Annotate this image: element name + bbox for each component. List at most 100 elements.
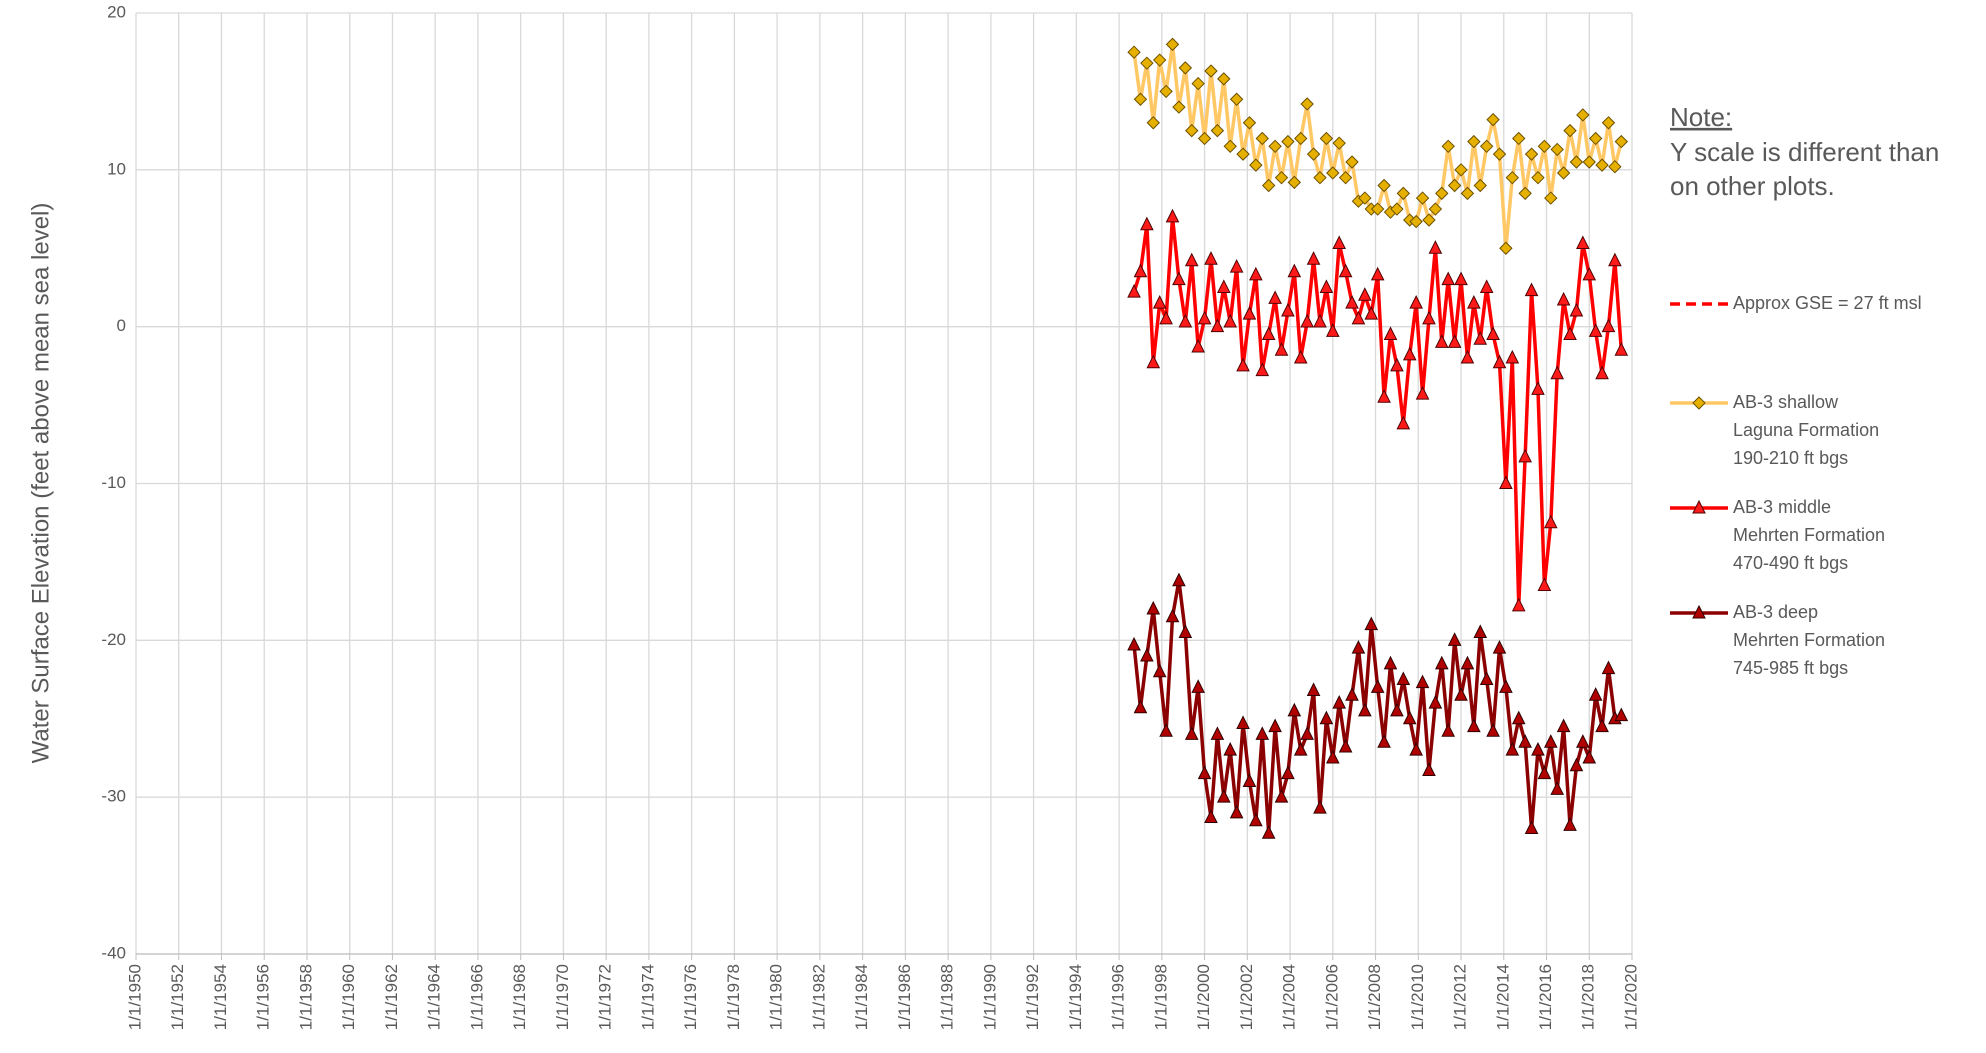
marker <box>1370 679 1385 693</box>
marker <box>1306 682 1321 697</box>
x-tick-label: 1/1/1988 <box>938 964 957 1030</box>
legend-label: AB-3 middle <box>1733 497 1831 517</box>
x-tick-label: 1/1/1974 <box>638 964 657 1030</box>
marker <box>1294 131 1308 146</box>
marker <box>1499 475 1513 489</box>
marker <box>1338 738 1353 753</box>
marker <box>1614 134 1629 149</box>
marker <box>1268 290 1282 304</box>
x-tick-label: 1/1/2018 <box>1579 964 1598 1030</box>
x-tick-label: 1/1/1954 <box>211 964 230 1030</box>
x-tick-label: 1/1/1992 <box>1023 964 1042 1030</box>
y-tick-label: 10 <box>107 159 126 178</box>
marker <box>1146 600 1161 615</box>
marker <box>1524 147 1539 161</box>
marker <box>1601 116 1616 130</box>
marker <box>1582 749 1597 764</box>
marker <box>1261 326 1276 341</box>
marker <box>1383 326 1398 341</box>
marker <box>1537 139 1552 154</box>
marker <box>1159 723 1173 737</box>
marker <box>1184 252 1199 267</box>
y-tick-label: -40 <box>101 943 126 962</box>
marker <box>1428 694 1443 709</box>
marker <box>1415 674 1430 689</box>
marker <box>1556 291 1571 306</box>
marker <box>1140 647 1154 662</box>
marker <box>1217 72 1231 86</box>
marker <box>1255 726 1270 740</box>
marker <box>1197 765 1212 780</box>
marker <box>1313 170 1327 185</box>
marker <box>1505 170 1520 185</box>
marker <box>1223 313 1238 328</box>
marker <box>1127 636 1141 651</box>
marker <box>1428 240 1443 254</box>
plot-area <box>1127 37 1629 839</box>
marker <box>1569 757 1584 772</box>
marker <box>1223 139 1237 154</box>
marker <box>1537 765 1552 780</box>
x-tick-label: 1/1/1984 <box>852 964 871 1030</box>
marker <box>1473 178 1487 193</box>
marker <box>1287 263 1302 278</box>
marker <box>1229 804 1244 819</box>
marker <box>1165 37 1180 52</box>
marker <box>1178 313 1193 328</box>
marker <box>1274 789 1289 803</box>
marker <box>1518 734 1532 748</box>
marker <box>1595 718 1609 733</box>
marker <box>1140 216 1154 231</box>
marker <box>1293 349 1308 364</box>
marker <box>1313 800 1327 814</box>
x-tick-label: 1/1/2000 <box>1194 964 1213 1030</box>
marker <box>1486 723 1500 737</box>
marker <box>1543 734 1558 748</box>
marker <box>1261 178 1276 193</box>
marker <box>1152 295 1167 309</box>
x-tick-label: 1/1/2006 <box>1322 964 1341 1030</box>
marker <box>1467 134 1481 149</box>
x-tick-label: 1/1/1990 <box>980 964 999 1030</box>
marker <box>1608 159 1622 174</box>
marker <box>1300 726 1314 740</box>
marker <box>1300 97 1314 111</box>
x-tick-label: 1/1/2012 <box>1451 964 1470 1030</box>
marker <box>1236 147 1250 161</box>
marker <box>1511 597 1526 612</box>
legend-label: Laguna Formation <box>1733 420 1879 440</box>
marker <box>1351 640 1366 654</box>
marker <box>1358 287 1372 301</box>
marker <box>1204 251 1218 265</box>
marker <box>1447 178 1462 193</box>
marker <box>1178 61 1193 75</box>
marker <box>1249 812 1263 827</box>
marker <box>1422 310 1436 325</box>
y-tick-label: 20 <box>107 2 126 21</box>
marker <box>1441 723 1456 737</box>
marker <box>1505 741 1520 756</box>
marker <box>1486 326 1500 341</box>
legend-marker <box>1692 604 1706 619</box>
marker <box>1261 825 1276 839</box>
marker <box>1319 710 1334 725</box>
marker <box>1358 191 1372 205</box>
marker <box>1422 213 1436 227</box>
x-tick-label: 1/1/1980 <box>767 964 786 1030</box>
marker <box>1268 718 1282 733</box>
marker <box>1210 726 1225 740</box>
marker <box>1242 306 1257 320</box>
legend-label: Approx GSE = 27 ft msl <box>1733 293 1922 313</box>
marker <box>1499 241 1513 255</box>
marker <box>1531 741 1545 756</box>
marker <box>1152 53 1167 67</box>
marker <box>1563 123 1577 138</box>
marker <box>1281 134 1295 149</box>
marker <box>1479 671 1494 686</box>
marker <box>1422 762 1436 777</box>
marker <box>1601 660 1616 675</box>
marker <box>1377 178 1391 193</box>
marker <box>1492 640 1507 654</box>
marker <box>1216 789 1231 803</box>
